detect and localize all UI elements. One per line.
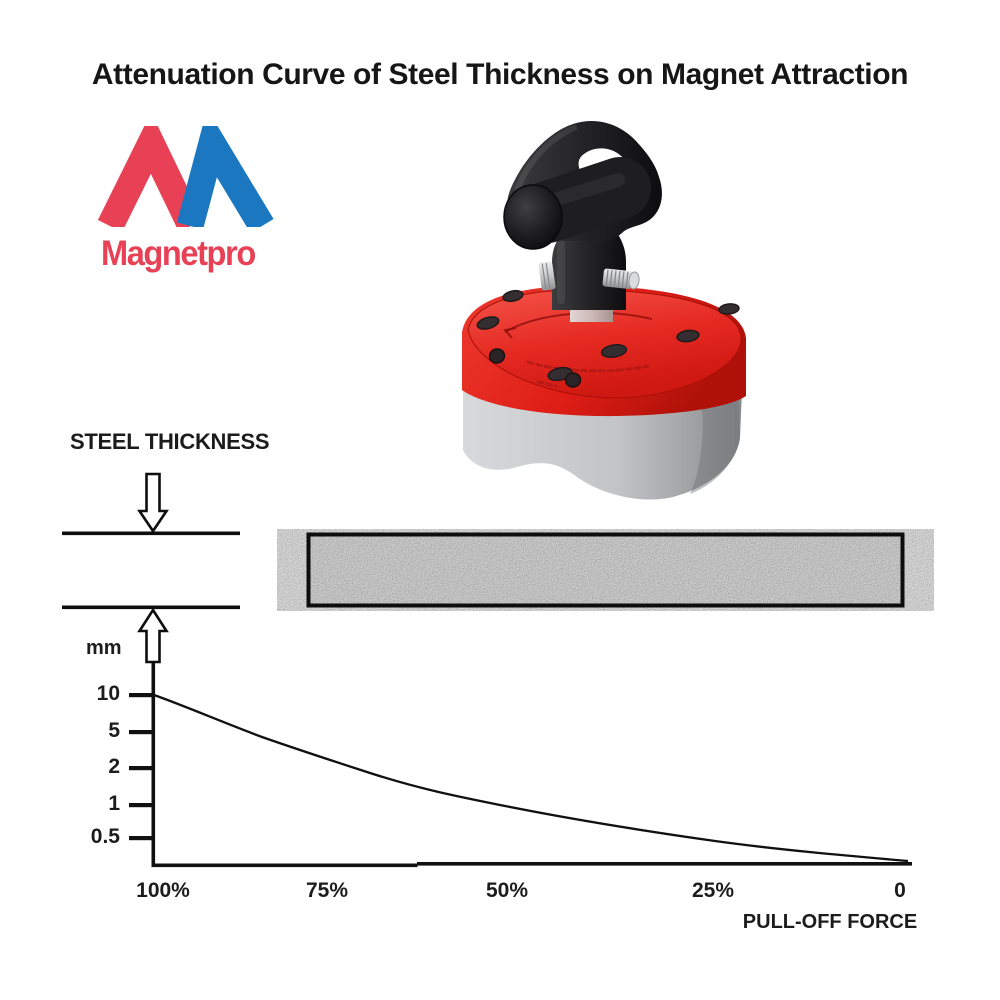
x-axis-label: PULL-OFF FORCE — [742, 911, 918, 933]
diagram-and-chart — [62, 472, 912, 868]
logo-blue-chevron — [176, 126, 274, 227]
attenuation-curve — [153, 693, 909, 863]
ytick-05: 0.5 — [90, 825, 120, 848]
y-axis-unit-label: mm — [86, 637, 122, 659]
shackle-highlight — [515, 125, 577, 191]
y-ticks — [129, 693, 155, 841]
ytick-1: 1 — [108, 792, 120, 815]
logo-m-icon — [97, 126, 274, 227]
thickness-line-top — [62, 531, 240, 536]
thickness-line-bottom — [62, 605, 240, 610]
steel-thickness-label: STEEL THICKNESS — [70, 429, 270, 454]
ytick-10: 10 — [96, 682, 120, 705]
ytick-5: 5 — [108, 719, 120, 742]
right-pin — [602, 268, 640, 290]
side-holes — [488, 348, 582, 388]
xtick-50: 50% — [485, 879, 529, 902]
page-title: Attenuation Curve of Steel Thickness on … — [91, 58, 909, 91]
left-pin — [538, 261, 556, 291]
magnet-top-face — [467, 289, 742, 399]
up-arrow-icon — [137, 607, 169, 664]
product-image — [462, 121, 746, 500]
xtick-0: 0 — [894, 879, 906, 902]
logo-red-chevron — [97, 126, 204, 227]
handle-end-cap — [503, 184, 563, 250]
xtick-75: 75% — [305, 879, 349, 902]
xtick-100: 100% — [136, 879, 190, 902]
y-axis — [151, 660, 156, 866]
x-axis-right — [417, 862, 912, 866]
handle-bar-highlight — [541, 173, 625, 209]
stem-highlight — [557, 240, 565, 304]
ytick-2: 2 — [108, 755, 120, 778]
xtick-25: 25% — [691, 879, 735, 902]
x-axis-left — [151, 863, 418, 868]
engraving-arrowhead — [503, 327, 517, 339]
engraving-text-marks — [526, 360, 650, 388]
down-arrow-icon — [137, 472, 169, 534]
swivel-stem — [552, 228, 626, 310]
brand-name: Magnetpro — [101, 234, 256, 273]
steel-plate — [306, 532, 905, 608]
mounting-holes — [476, 289, 740, 382]
logo: Magnetpro — [95, 122, 305, 282]
